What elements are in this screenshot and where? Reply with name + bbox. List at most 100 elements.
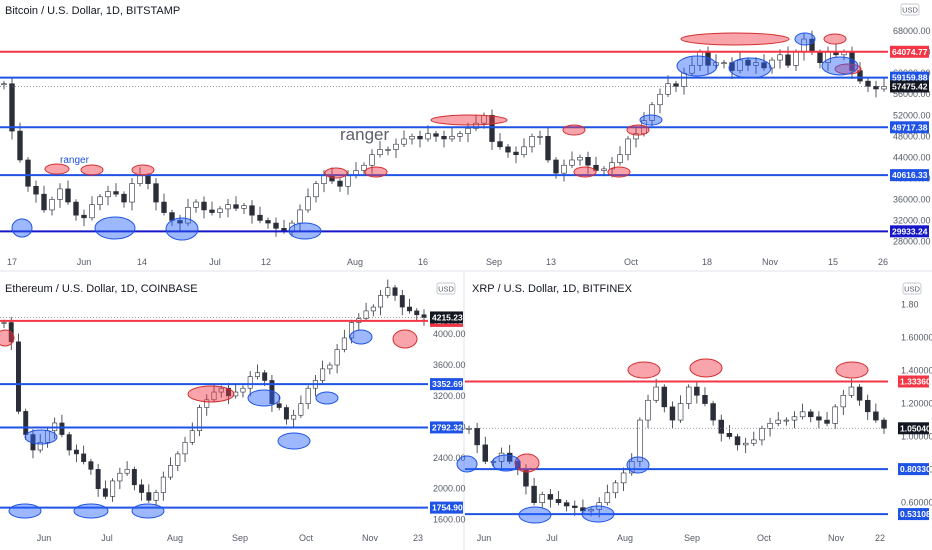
- eth-candle-body: [385, 287, 391, 296]
- btc-support-touch-ellipse: [676, 55, 718, 77]
- xrp-y-tick-label: 1.00000: [901, 432, 932, 442]
- btc-level-label: 40616.33: [892, 170, 928, 180]
- xrp-y-tick-label: 1.80: [901, 299, 919, 309]
- eth-candle-body: [363, 310, 369, 319]
- xrp-chart-title: XRP / U.S. Dollar, 1D, BITFINEX: [472, 283, 633, 295]
- eth-candle-body: [110, 480, 116, 497]
- eth-chart-title: Ethereum / U.S. Dollar, 1D, COINBASE: [5, 283, 198, 295]
- eth-x-tick-label: 23: [413, 533, 423, 543]
- btc-chart-title: Bitcoin / U.S. Dollar, 1D, BITSTAMP: [5, 5, 180, 17]
- eth-candle-body: [407, 306, 412, 312]
- xrp-x-tick-label: Nov: [828, 533, 845, 543]
- eth-candle-body: [262, 372, 268, 381]
- eth-candle-body: [168, 465, 174, 478]
- eth-x-tick-label: Jun: [37, 533, 52, 543]
- xrp-resistance-touch-ellipse: [835, 361, 869, 379]
- btc-x-tick-label: 17: [7, 257, 17, 267]
- xrp-level-label: 1.33360: [900, 376, 931, 386]
- eth-candle-body: [378, 295, 384, 308]
- btc-candle-body: [753, 62, 759, 66]
- btc-candle-body: [793, 51, 799, 66]
- eth-resistance-touch-ellipse: [392, 329, 418, 349]
- btc-resistance-touch-ellipse: [131, 164, 155, 176]
- svg-text:USD: USD: [902, 6, 918, 15]
- eth-candle-body: [73, 449, 79, 455]
- btc-chart: 68000.0064000.0060000.0056000.0052000.00…: [0, 26, 931, 267]
- btc-candle-body: [489, 114, 495, 142]
- xrp-x-tick-label: Jul: [546, 533, 558, 543]
- btc-candle-body: [161, 201, 167, 213]
- btc-candle-body: [537, 136, 543, 138]
- xrp-candle-body: [506, 452, 513, 462]
- btc-candle-body: [1, 83, 7, 86]
- eth-candle-body: [370, 306, 376, 312]
- btc-level-label: 64074.77: [892, 47, 928, 57]
- btc-candle-body: [545, 136, 551, 161]
- eth-candle-body: [153, 492, 159, 501]
- btc-candle-body: [441, 136, 447, 140]
- xrp-currency-badge[interactable]: USD: [902, 282, 922, 295]
- xrp-candle-body: [816, 416, 822, 421]
- eth-candle-body: [291, 414, 297, 420]
- btc-support-touch-ellipse: [639, 114, 663, 126]
- btc-candle-body: [625, 138, 631, 156]
- xrp-candle-body: [629, 461, 635, 474]
- eth-level-label: 2792.32: [432, 422, 463, 432]
- btc-candle-body: [73, 201, 79, 216]
- xrp-candle-body: [677, 403, 684, 421]
- eth-candle-body: [59, 422, 65, 435]
- btc-candle-body: [145, 175, 151, 184]
- eth-x-tick-label: Jul: [101, 533, 113, 543]
- eth-candle-body: [102, 488, 108, 497]
- eth-candle-body: [327, 364, 333, 370]
- eth-x-tick-label: Aug: [167, 533, 183, 543]
- btc-candle-body: [617, 154, 623, 163]
- btc-candle-body: [553, 159, 559, 174]
- xrp-candle-body: [856, 386, 863, 401]
- xrp-candle-body: [653, 386, 659, 401]
- btc-level-tag: [890, 225, 929, 238]
- xrp-support-touch-ellipse: [456, 455, 478, 473]
- xrp-candle-body: [742, 442, 749, 446]
- btc-resistance-touch-ellipse: [80, 164, 104, 176]
- xrp-y-tick-label: 0.60000: [901, 498, 932, 508]
- eth-candle-body: [334, 349, 340, 366]
- eth-candle-body: [117, 472, 123, 482]
- xrp-candle-body: [783, 419, 790, 422]
- btc-candle-body: [513, 151, 519, 156]
- xrp-candle-body: [588, 509, 594, 512]
- btc-y-tick-label: 52000.00: [893, 110, 931, 120]
- btc-candle-body: [633, 133, 639, 140]
- eth-candle-body: [189, 430, 195, 443]
- btc-candle-body: [881, 86, 887, 90]
- eth-resistance-touch-ellipse: [0, 329, 15, 347]
- xrp-candle-body: [685, 386, 692, 404]
- btc-currency-badge[interactable]: USD: [900, 3, 920, 16]
- xrp-candle-body: [881, 419, 887, 429]
- btc-candle-body: [201, 201, 207, 211]
- btc-candle-body: [657, 93, 663, 106]
- xrp-candle-body: [864, 399, 871, 413]
- eth-currency-badge[interactable]: USD: [436, 282, 456, 295]
- btc-resistance-touch-ellipse: [324, 167, 348, 179]
- btc-candle-body: [49, 199, 55, 211]
- eth-level-tag: [430, 501, 463, 514]
- btc-resistance-touch-ellipse: [562, 124, 586, 136]
- eth-y-tick-label: 4000.00: [433, 329, 466, 339]
- xrp-candle-body: [824, 419, 830, 424]
- btc-candle-body: [529, 136, 535, 148]
- btc-candle-body: [153, 183, 159, 203]
- eth-candle-body: [305, 387, 311, 404]
- btc-candle-body: [33, 185, 39, 195]
- btc-level-label: 29933.24: [892, 226, 928, 236]
- btc-candle-body: [569, 159, 575, 166]
- btc-support-touch-ellipse: [94, 216, 136, 240]
- btc-level-tag: [890, 45, 929, 58]
- btc-support-touch-ellipse: [821, 56, 859, 76]
- btc-candle-body: [745, 59, 751, 66]
- btc-candle-body: [601, 168, 607, 171]
- btc-candle-body: [41, 193, 47, 211]
- eth-candle-body: [124, 469, 130, 474]
- eth-last-price-tag: [430, 311, 463, 324]
